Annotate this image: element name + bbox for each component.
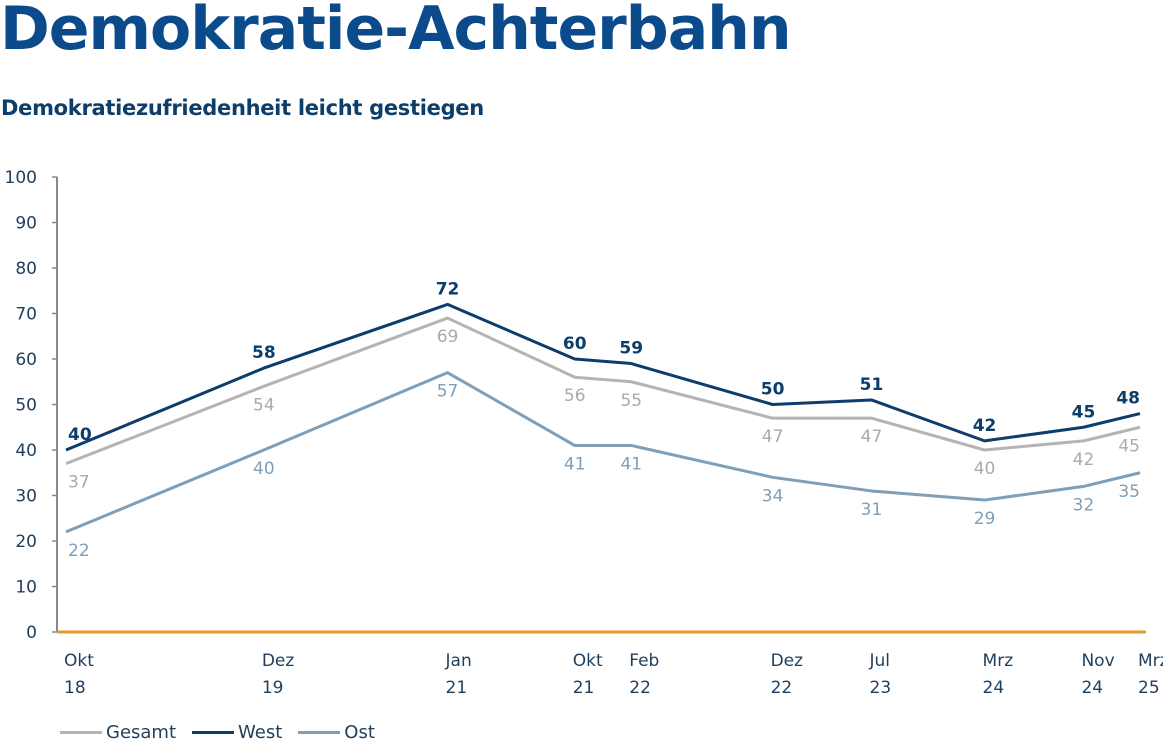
y-tick-label-90: 90 (15, 214, 37, 234)
series-line-west (65, 302, 1141, 452)
x-tick-label-month-9: Mrz (1138, 651, 1163, 671)
legend-label-ost: Ost (344, 722, 375, 743)
x-tick-label-year-4: 22 (629, 678, 651, 698)
data-label-west-0: 40 (68, 425, 92, 445)
x-tick-label-year-0: 18 (64, 678, 86, 698)
legend-swatch-ost (298, 731, 341, 734)
y-tick-label-100: 100 (5, 168, 37, 188)
legend-item-gesamt: Gesamt (60, 722, 176, 743)
data-label-gesamt-0: 37 (68, 473, 90, 493)
data-label-west-3: 60 (563, 334, 587, 354)
series-line-gesamt (65, 316, 1141, 466)
data-label-west-1: 58 (252, 343, 276, 363)
x-tick-label-month-1: Dez (262, 651, 295, 671)
x-tick-label-month-0: Okt (64, 651, 94, 671)
data-label-ost-3: 41 (564, 454, 586, 474)
x-tick-label-year-8: 24 (1081, 678, 1103, 698)
legend-swatch-west (192, 731, 235, 734)
data-label-ost-7: 29 (974, 509, 996, 529)
data-label-gesamt-4: 55 (620, 391, 642, 411)
data-label-west-8: 45 (1072, 402, 1096, 422)
data-label-ost-8: 32 (1073, 495, 1095, 515)
data-label-west-7: 42 (973, 416, 997, 436)
data-label-west-4: 59 (619, 339, 643, 359)
y-tick-label-0: 0 (26, 623, 37, 643)
x-tick-label-year-3: 21 (573, 678, 595, 698)
data-label-ost-1: 40 (253, 459, 275, 479)
x-tick-label-month-6: Jul (869, 651, 891, 671)
y-tick-label-60: 60 (15, 350, 37, 370)
legend-swatch-gesamt (60, 731, 102, 734)
data-label-gesamt-1: 54 (253, 395, 275, 415)
x-tick-label-year-1: 19 (262, 678, 284, 698)
series-line-ost (65, 371, 1141, 534)
legend: Gesamt West Ost (60, 722, 391, 743)
y-tick-label-10: 10 (15, 578, 37, 598)
data-label-ost-2: 57 (437, 382, 459, 402)
y-tick-label-50: 50 (15, 396, 37, 416)
y-tick-label-80: 80 (15, 259, 37, 279)
x-tick-label-month-7: Mrz (983, 651, 1014, 671)
x-tick-label-month-2: Jan (445, 651, 472, 671)
x-tick-label-year-9: 25 (1138, 678, 1160, 698)
chart-subtitle: Demokratiezufriedenheit leicht gestiegen (1, 96, 484, 120)
legend-item-ost: Ost (298, 722, 375, 743)
x-tick-label-year-2: 21 (446, 678, 468, 698)
x-tick-label-month-5: Dez (771, 651, 804, 671)
data-label-ost-0: 22 (68, 541, 90, 561)
data-label-ost-6: 31 (861, 500, 883, 520)
data-label-ost-9: 35 (1118, 482, 1140, 502)
data-label-gesamt-8: 42 (1073, 450, 1095, 470)
y-tick-label-70: 70 (15, 305, 37, 325)
data-label-gesamt-3: 56 (564, 386, 586, 406)
y-tick-label-30: 30 (15, 487, 37, 507)
data-label-west-6: 51 (860, 375, 884, 395)
data-label-gesamt-7: 40 (974, 459, 996, 479)
x-tick-label-month-4: Feb (629, 651, 659, 671)
data-label-gesamt-9: 45 (1118, 436, 1140, 456)
data-label-ost-5: 34 (762, 486, 784, 506)
x-tick-label-year-6: 23 (870, 678, 892, 698)
legend-item-west: West (192, 722, 282, 743)
data-label-ost-4: 41 (620, 454, 642, 474)
x-tick-label-month-8: Nov (1081, 651, 1114, 671)
legend-label-west: West (238, 722, 283, 743)
legend-label-gesamt: Gesamt (106, 722, 177, 743)
x-tick-label-year-5: 22 (771, 678, 793, 698)
chart-title: Demokratie-Achterbahn (0, 0, 792, 64)
data-label-gesamt-5: 47 (762, 427, 784, 447)
data-label-west-5: 50 (761, 380, 785, 400)
data-label-gesamt-6: 47 (861, 427, 883, 447)
y-tick-label-40: 40 (15, 441, 37, 461)
x-tick-label-year-7: 24 (983, 678, 1005, 698)
data-label-west-2: 72 (436, 279, 460, 299)
y-tick-label-20: 20 (15, 532, 37, 552)
data-label-west-9: 48 (1116, 389, 1140, 409)
data-label-gesamt-2: 69 (437, 327, 459, 347)
x-tick-label-month-3: Okt (573, 651, 603, 671)
